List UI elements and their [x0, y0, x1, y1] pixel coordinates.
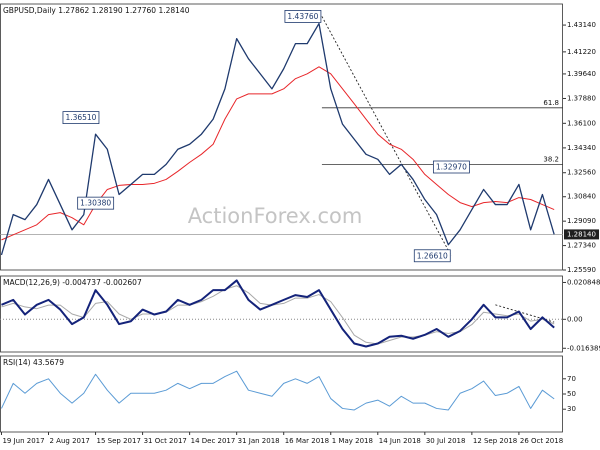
- price-annotation-box: [77, 196, 115, 210]
- y-tick-label: 1.27340: [567, 242, 596, 250]
- series-line: [1, 285, 555, 345]
- trendline: [321, 16, 452, 256]
- watermark: ActionForex.com: [188, 204, 363, 228]
- price-annotation-box: [62, 111, 100, 125]
- y-tick-label: 0.00: [567, 315, 583, 323]
- y-tick-label: 1.39640: [567, 70, 596, 78]
- fib-level-label: 38.2: [543, 155, 559, 163]
- y-tick-label: 1.29090: [567, 217, 596, 225]
- panel-frame: [0, 355, 563, 433]
- y-tick-label: 1.36100: [567, 119, 596, 127]
- y-tick-label: 1.32560: [567, 169, 596, 177]
- price-annotation: 1.26610: [417, 251, 448, 260]
- x-tick-label: 30 Jul 2018: [426, 437, 466, 445]
- series-line: [0, 22, 555, 256]
- y-tick-label: 50: [567, 390, 576, 398]
- panel-title: GBPUSD,Daily 1.27862 1.28190 1.27760 1.2…: [3, 6, 190, 15]
- x-tick-label: 12 Sep 2018: [473, 437, 517, 445]
- series-line: [1, 279, 555, 348]
- x-tick-label: 19 Jun 2017: [2, 437, 44, 445]
- price-annotation-box: [432, 160, 470, 174]
- x-tick-label: 31 Jan 2018: [238, 437, 280, 445]
- y-tick-label: 1.34340: [567, 144, 596, 152]
- panel-title: RSI(14) 43.5679: [3, 358, 64, 367]
- price-annotation-box: [284, 10, 322, 23]
- last-price-label: 1.28140: [567, 230, 596, 238]
- y-tick-label: 1.41220: [567, 48, 596, 56]
- price-annotation-box: [413, 249, 451, 263]
- y-tick-label: 0.020848: [567, 278, 600, 286]
- x-tick-label: 2 Aug 2017: [50, 437, 90, 445]
- y-tick-label: 1.37880: [567, 94, 596, 102]
- x-tick-label: 15 Sep 2017: [97, 437, 141, 445]
- price-annotation: 1.32970: [436, 163, 467, 172]
- x-tick-label: 14 Jun 2018: [379, 437, 421, 445]
- x-tick-label: 26 Oct 2018: [520, 437, 563, 445]
- y-tick-label: 30: [567, 405, 576, 413]
- fib-level-label: 61.8: [543, 99, 559, 107]
- x-tick-label: 1 May 2018: [332, 437, 373, 445]
- price-annotation: 1.43760: [287, 12, 318, 21]
- y-tick-label: 1.43140: [567, 21, 596, 29]
- y-tick-label: 1.30840: [567, 193, 596, 201]
- panel-title: MACD(12,26,9) -0.004737 -0.002607: [3, 278, 142, 287]
- price-annotation: 1.36510: [65, 113, 96, 122]
- price-annotation: 1.30380: [80, 199, 111, 208]
- series-line: [1, 370, 555, 411]
- x-tick-label: 14 Dec 2017: [191, 437, 236, 445]
- last-price-box: [564, 229, 599, 240]
- panel-frame: [0, 275, 563, 353]
- x-tick-label: 16 Mar 2018: [285, 437, 329, 445]
- y-tick-label: -0.016389: [567, 344, 600, 352]
- y-tick-label: 1.25590: [567, 266, 596, 274]
- y-tick-label: 70: [567, 375, 576, 383]
- x-tick-label: 31 Oct 2017: [144, 437, 187, 445]
- panel-frame: [0, 3, 563, 271]
